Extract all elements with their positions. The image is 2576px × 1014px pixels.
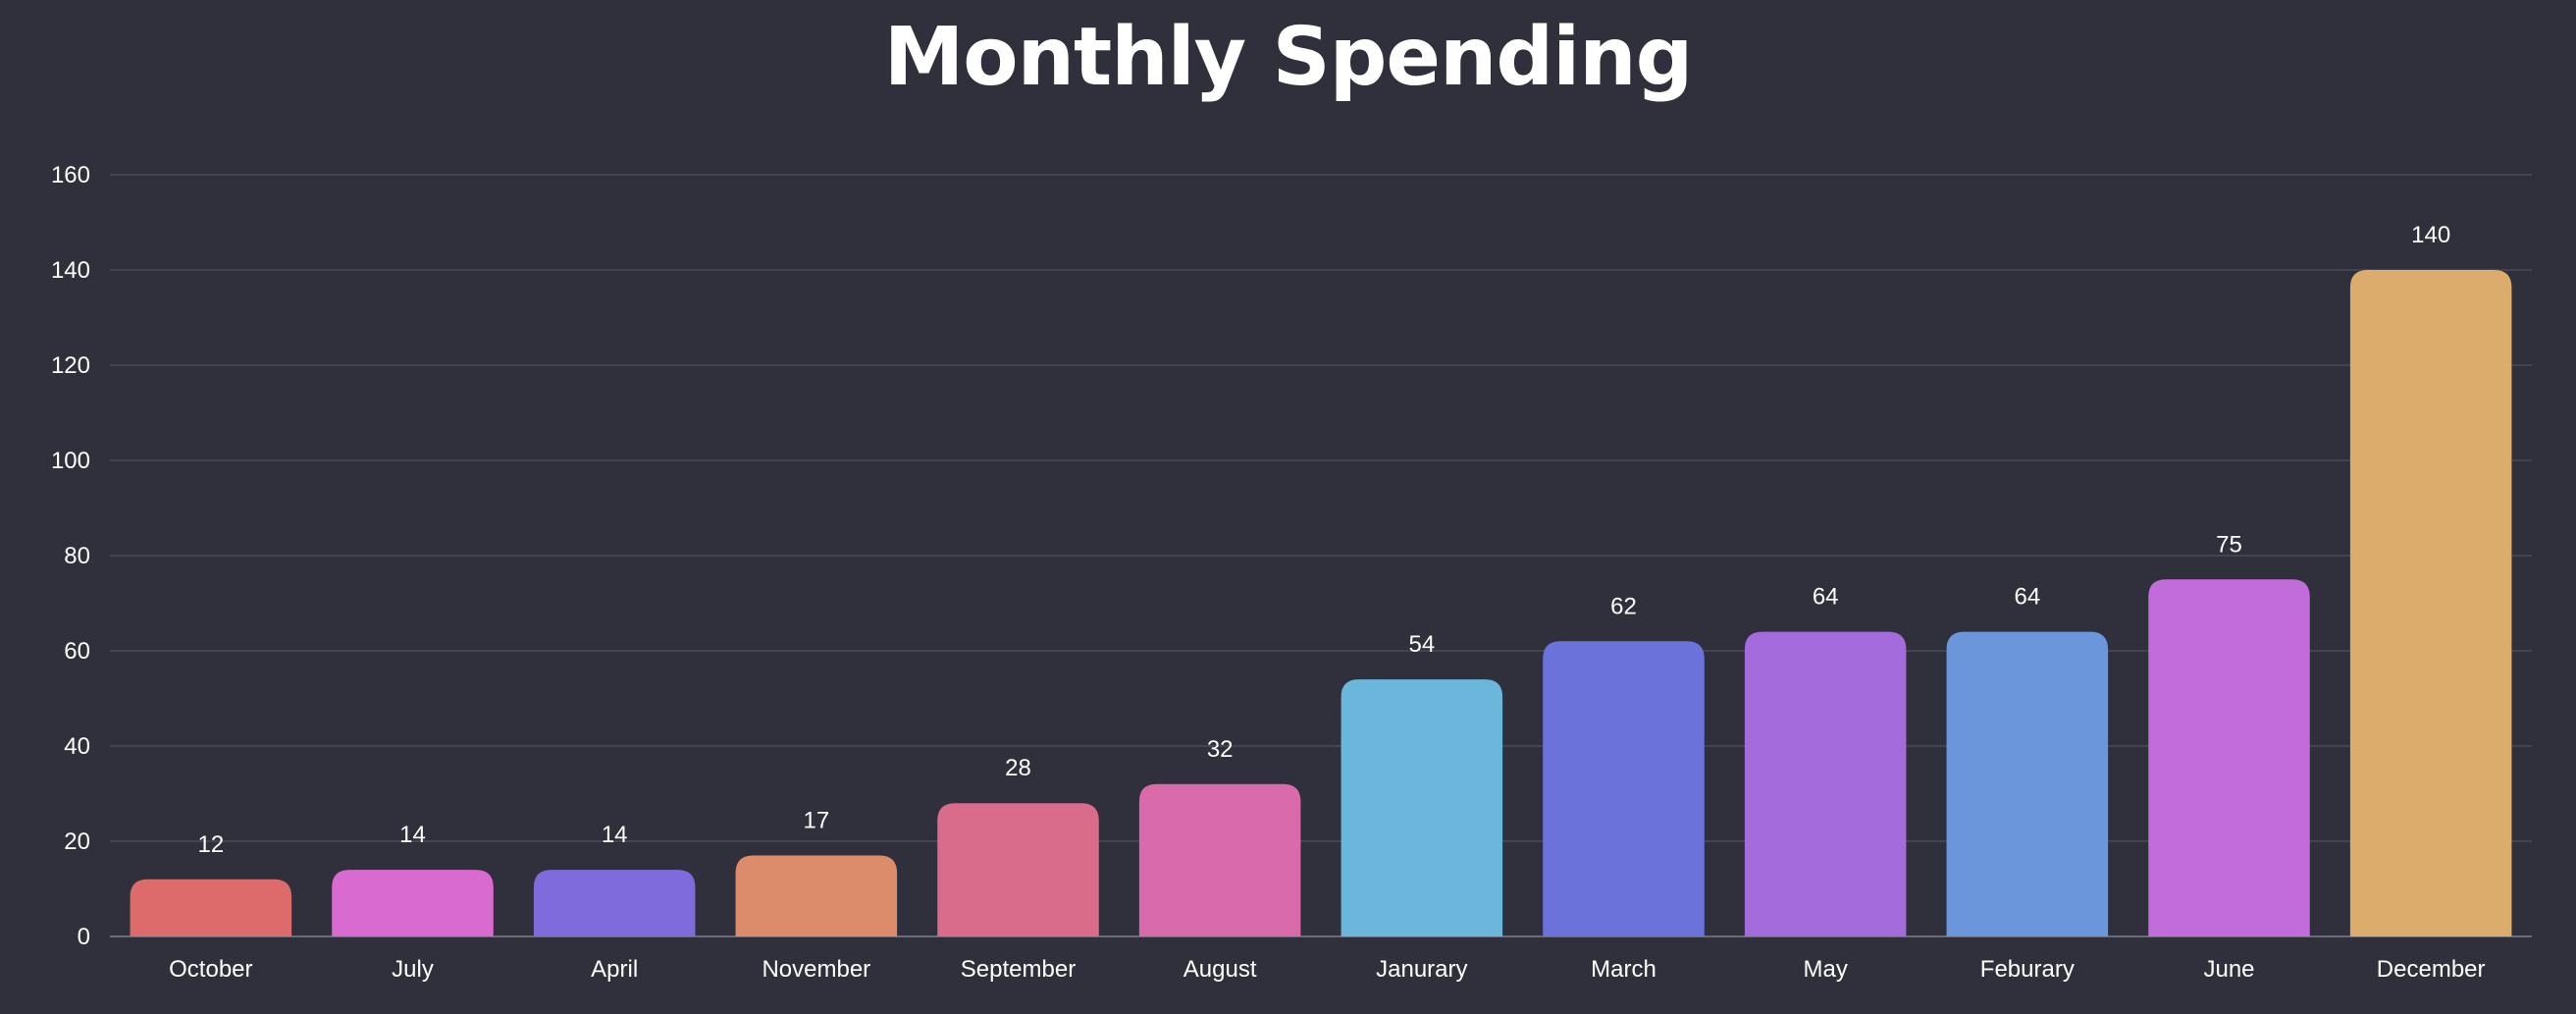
bar-value-label: 32	[1207, 736, 1234, 763]
bars	[130, 270, 2512, 936]
x-tick-label: May	[1803, 956, 1847, 983]
bar-value-label: 75	[2216, 531, 2242, 558]
bar-value-label: 64	[1813, 584, 1839, 611]
x-tick-label: March	[1591, 956, 1656, 983]
y-tick-label: 60	[64, 638, 90, 665]
bar[interactable]	[130, 879, 292, 936]
bar[interactable]	[2148, 579, 2310, 936]
y-tick-label: 80	[64, 543, 90, 569]
x-axis-ticks: October July April November September August J…	[169, 956, 2485, 983]
bar[interactable]	[1138, 783, 1301, 936]
bar-value-label: 14	[399, 822, 426, 848]
bar[interactable]	[533, 870, 696, 936]
gridlines	[110, 174, 2532, 937]
y-tick-label: 40	[64, 733, 90, 760]
x-tick-label: December	[2377, 956, 2486, 983]
bar-value-label: 54	[1408, 631, 1435, 658]
x-tick-label: June	[2203, 956, 2254, 983]
y-tick-label: 100	[51, 448, 90, 474]
bar[interactable]	[332, 870, 494, 936]
x-tick-label: September	[961, 956, 1076, 983]
bar[interactable]	[1744, 631, 1907, 936]
y-axis-ticks: 0 20 40 60 80 100 120 140 160	[51, 162, 90, 950]
x-tick-label: Janurary	[1376, 956, 1467, 983]
y-tick-label: 140	[51, 257, 90, 284]
bar-value-label: 62	[1610, 593, 1637, 619]
bar-value-label: 14	[602, 822, 628, 848]
x-tick-label: October	[169, 956, 252, 983]
y-tick-label: 20	[64, 828, 90, 855]
y-tick-label: 120	[51, 352, 90, 379]
bar-value-label: 17	[803, 808, 829, 834]
bar[interactable]	[1946, 631, 2109, 936]
value-labels: 12 14 14 17 28 32 54 62 64 64 75 140	[197, 222, 2450, 858]
bar[interactable]	[1543, 641, 1705, 936]
x-tick-label: July	[392, 956, 434, 983]
x-tick-label: August	[1183, 956, 1257, 983]
y-tick-label: 160	[51, 162, 90, 188]
x-tick-label: April	[591, 956, 638, 983]
bar-value-label: 140	[2411, 222, 2450, 248]
bar[interactable]	[2349, 270, 2512, 936]
bar-value-label: 12	[197, 831, 224, 858]
bar[interactable]	[735, 855, 898, 936]
y-tick-label: 0	[78, 924, 90, 950]
bar-value-label: 64	[2014, 584, 2040, 611]
chart-title: Monthly Spending	[883, 11, 1694, 104]
bar[interactable]	[1341, 679, 1503, 936]
x-tick-label: November	[762, 956, 870, 983]
bar[interactable]	[937, 803, 1099, 936]
x-tick-label: Feburary	[1980, 956, 2075, 983]
bar-value-label: 28	[1005, 755, 1031, 781]
